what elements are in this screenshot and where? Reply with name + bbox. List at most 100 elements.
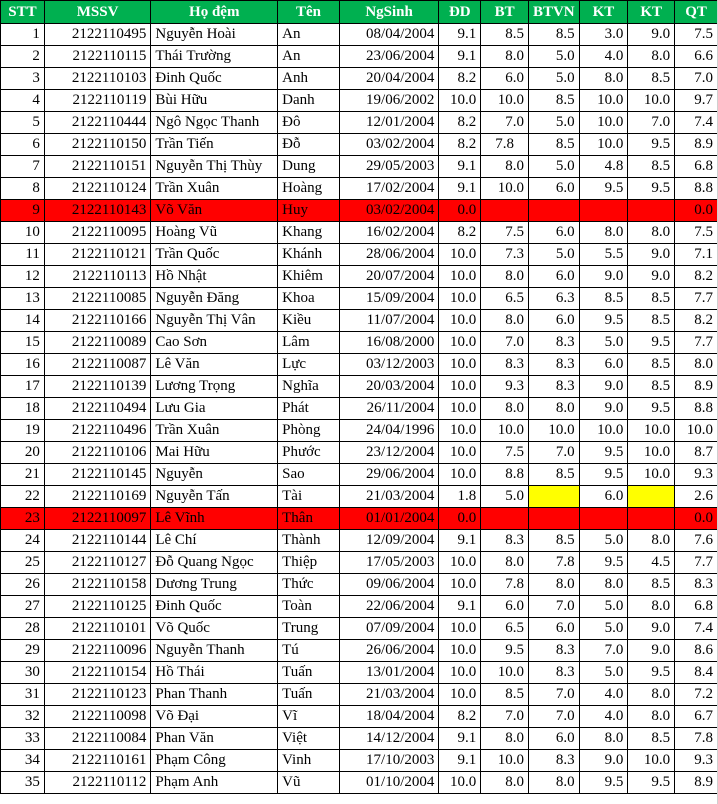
cell-ho-dem[interactable]: Hoàng Vũ [150, 221, 279, 244]
cell-ho-dem[interactable]: Cao Sơn [150, 331, 279, 354]
cell-ten[interactable]: Khánh [277, 243, 340, 266]
cell-ho-dem[interactable]: Nguyễn Tấn [150, 485, 279, 508]
cell-kt1[interactable]: 9.5 [578, 463, 629, 486]
cell-ten[interactable]: Lâm [277, 331, 340, 354]
cell-qt[interactable]: 8.2 [674, 265, 718, 288]
cell-mssv[interactable]: 2122110106 [43, 441, 152, 464]
cell-mssv[interactable]: 2122110139 [43, 375, 152, 398]
cell-btvn[interactable]: 6.0 [527, 727, 580, 750]
cell-kt1[interactable]: 5.0 [578, 331, 629, 354]
cell-ten[interactable]: Vũ [277, 771, 340, 794]
cell-qt[interactable]: 8.6 [674, 639, 718, 662]
cell-mssv[interactable]: 2122110113 [43, 265, 152, 288]
cell-mssv[interactable]: 2122110087 [43, 353, 152, 376]
cell-btvn[interactable]: 8.5 [527, 463, 580, 486]
cell-kt2[interactable]: 8.5 [627, 155, 676, 178]
cell-qt[interactable]: 7.7 [674, 287, 718, 310]
cell-kt1[interactable]: 10.0 [578, 111, 629, 134]
cell-dd[interactable]: 8.2 [438, 133, 482, 156]
cell-mssv[interactable]: 2122110084 [43, 727, 152, 750]
cell-mssv[interactable]: 2122110119 [43, 89, 152, 112]
cell-kt2[interactable]: 8.5 [627, 67, 676, 90]
cell-dd[interactable]: 8.2 [438, 67, 482, 90]
cell-stt[interactable]: 21 [0, 463, 45, 486]
cell-kt1[interactable]: 5.0 [578, 661, 629, 684]
cell-bt[interactable]: 8.0 [480, 45, 529, 68]
cell-stt[interactable]: 18 [0, 397, 45, 420]
cell-qt[interactable]: 8.8 [674, 177, 718, 200]
cell-mssv[interactable]: 2122110166 [43, 309, 152, 332]
cell-ngsinh[interactable]: 17/10/2003 [338, 749, 440, 772]
cell-qt[interactable]: 7.8 [674, 727, 718, 750]
cell-stt[interactable]: 35 [0, 771, 45, 794]
header-ngsinh[interactable]: NgSinh [338, 0, 440, 24]
cell-dd[interactable]: 10.0 [438, 639, 482, 662]
cell-mssv[interactable]: 2122110103 [43, 67, 152, 90]
cell-ten[interactable]: Anh [277, 67, 340, 90]
cell-qt[interactable]: 7.4 [674, 617, 718, 640]
cell-mssv[interactable]: 2122110496 [43, 419, 152, 442]
cell-stt[interactable]: 22 [0, 485, 45, 508]
cell-ngsinh[interactable]: 01/01/2004 [338, 507, 440, 530]
cell-kt2[interactable]: 9.0 [627, 265, 676, 288]
cell-kt1[interactable]: 3.0 [578, 23, 629, 46]
cell-mssv[interactable]: 2122110495 [43, 23, 152, 46]
cell-dd[interactable]: 8.2 [438, 705, 482, 728]
cell-kt1[interactable]: 8.5 [578, 287, 629, 310]
cell-kt1[interactable]: 9.5 [578, 771, 629, 794]
cell-stt[interactable]: 27 [0, 595, 45, 618]
cell-kt1[interactable]: 8.0 [578, 67, 629, 90]
cell-ho-dem[interactable]: Trần Tiến [150, 133, 279, 156]
cell-ngsinh[interactable]: 29/05/2003 [338, 155, 440, 178]
cell-dd[interactable]: 10.0 [438, 463, 482, 486]
cell-mssv[interactable]: 2122110123 [43, 683, 152, 706]
cell-ngsinh[interactable]: 14/12/2004 [338, 727, 440, 750]
cell-ngsinh[interactable]: 11/07/2004 [338, 309, 440, 332]
cell-btvn[interactable]: 5.0 [527, 155, 580, 178]
cell-stt[interactable]: 13 [0, 287, 45, 310]
cell-bt[interactable]: 8.0 [480, 397, 529, 420]
cell-qt[interactable]: 7.6 [674, 529, 718, 552]
cell-ngsinh[interactable]: 01/10/2004 [338, 771, 440, 794]
cell-kt2[interactable]: 8.0 [627, 221, 676, 244]
cell-qt[interactable]: 8.8 [674, 397, 718, 420]
cell-qt[interactable]: 6.8 [674, 595, 718, 618]
cell-kt1[interactable]: 4.8 [578, 155, 629, 178]
cell-stt[interactable]: 26 [0, 573, 45, 596]
cell-ten[interactable]: Tú [277, 639, 340, 662]
cell-stt[interactable]: 8 [0, 177, 45, 200]
cell-btvn[interactable] [527, 507, 580, 530]
cell-ho-dem[interactable]: Ngô Ngọc Thanh [150, 111, 279, 134]
cell-btvn[interactable]: 5.0 [527, 67, 580, 90]
cell-kt2[interactable] [627, 485, 676, 508]
cell-dd[interactable]: 8.2 [438, 221, 482, 244]
cell-kt2[interactable]: 8.5 [627, 309, 676, 332]
cell-ngsinh[interactable]: 24/04/1996 [338, 419, 440, 442]
cell-bt[interactable]: 8.8 [480, 463, 529, 486]
cell-bt[interactable]: 6.0 [480, 67, 529, 90]
cell-ngsinh[interactable]: 12/01/2004 [338, 111, 440, 134]
cell-kt2[interactable]: 9.5 [627, 331, 676, 354]
cell-dd[interactable]: 10.0 [438, 353, 482, 376]
cell-ho-dem[interactable]: Bùi Hữu [150, 89, 279, 112]
cell-qt[interactable]: 9.7 [674, 89, 718, 112]
cell-kt1[interactable]: 9.0 [578, 375, 629, 398]
cell-stt[interactable]: 7 [0, 155, 45, 178]
cell-stt[interactable]: 20 [0, 441, 45, 464]
header-kt1[interactable]: KT [578, 0, 629, 24]
cell-ho-dem[interactable]: Trần Quốc [150, 243, 279, 266]
cell-mssv[interactable]: 2122110115 [43, 45, 152, 68]
cell-ten[interactable]: Hoàng [277, 177, 340, 200]
cell-kt2[interactable]: 8.0 [627, 683, 676, 706]
cell-ten[interactable]: Đỗ [277, 133, 340, 156]
cell-ho-dem[interactable]: Hồ Thái [150, 661, 279, 684]
cell-btvn[interactable]: 6.0 [527, 221, 580, 244]
cell-btvn[interactable]: 8.5 [527, 89, 580, 112]
cell-mssv[interactable]: 2122110096 [43, 639, 152, 662]
cell-kt2[interactable]: 9.5 [627, 771, 676, 794]
cell-bt[interactable]: 8.0 [480, 309, 529, 332]
cell-qt[interactable]: 6.6 [674, 45, 718, 68]
cell-kt1[interactable]: 10.0 [578, 419, 629, 442]
cell-ho-dem[interactable]: Nguyễn [150, 463, 279, 486]
cell-ten[interactable]: Huy [277, 199, 340, 222]
